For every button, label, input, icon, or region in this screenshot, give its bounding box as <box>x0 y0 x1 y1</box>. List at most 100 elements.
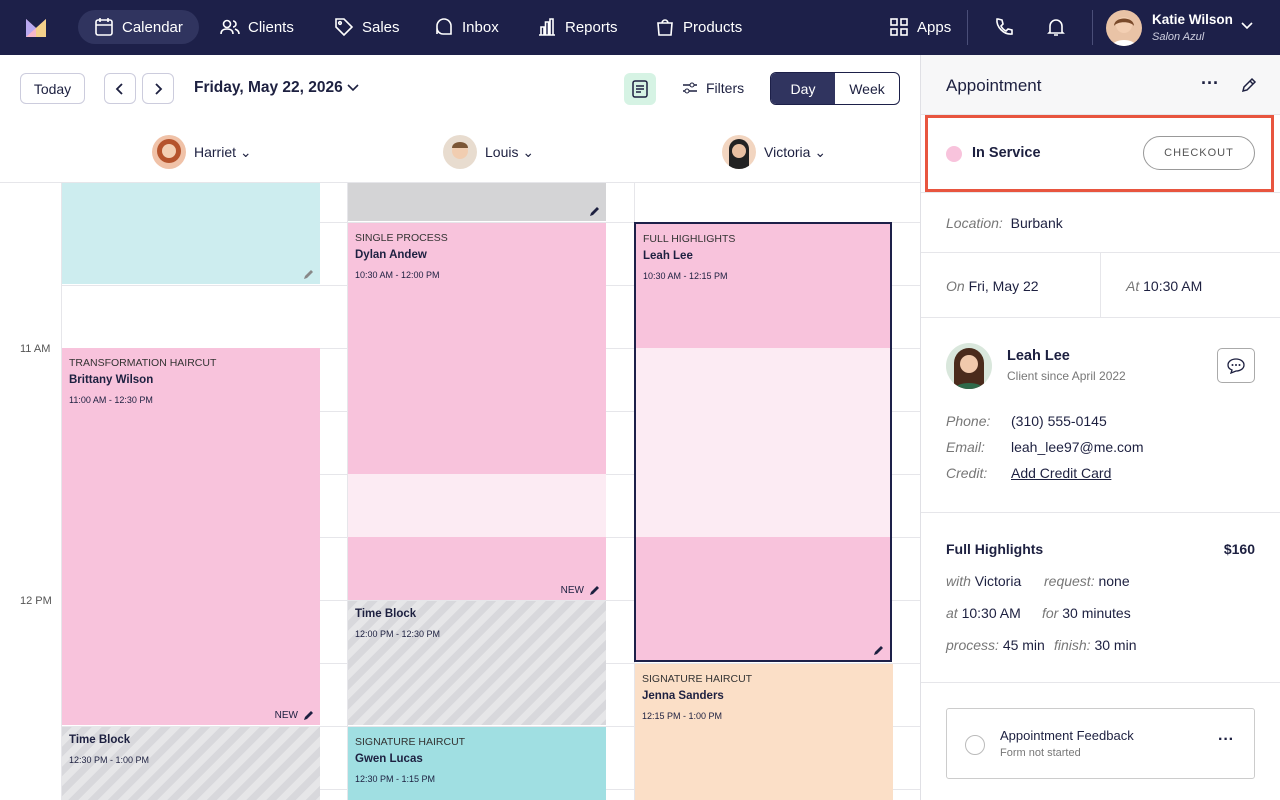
nav-label: Clients <box>248 18 294 36</box>
time: 12:00 PM - 12:30 PM <box>355 629 441 639</box>
service-price: $160 <box>1223 541 1255 557</box>
appointment-block[interactable] <box>62 183 320 284</box>
divider <box>1100 253 1101 317</box>
feedback-status: Form not started <box>1000 747 1081 759</box>
service: SIGNATURE HAIRCUT <box>642 673 753 685</box>
panel-header <box>921 55 1280 115</box>
more-button[interactable]: ··· <box>1201 73 1219 93</box>
nav-label: Products <box>683 18 743 36</box>
grid-line <box>61 726 920 727</box>
appointment[interactable]: SINGLE PROCESS Dylan Andew 10:30 AM - 12… <box>348 223 606 600</box>
nav-reports[interactable]: Reports <box>525 10 630 44</box>
message-button[interactable] <box>1217 348 1255 383</box>
today-button[interactable]: Today <box>20 73 85 104</box>
appointment-selected[interactable]: FULL HIGHLIGHTS Leah Lee 10:30 AM - 12:1… <box>634 222 892 662</box>
nav-products[interactable]: Products <box>643 10 754 44</box>
edit-button[interactable] <box>1241 77 1257 93</box>
phone: (310) 555-0145 <box>1011 413 1107 429</box>
time-label: 11 AM <box>20 343 51 355</box>
view-day[interactable]: Day <box>771 73 835 104</box>
staff-header[interactable]: Louis ⌄ <box>485 144 535 160</box>
nav-sales[interactable]: Sales <box>322 10 412 44</box>
notifications-button[interactable] <box>1034 10 1078 44</box>
nav-label: Sales <box>362 18 400 36</box>
nav-label: Reports <box>565 18 618 36</box>
nav-clients[interactable]: Clients <box>208 10 306 44</box>
next-button[interactable] <box>142 73 174 104</box>
nav-calendar[interactable]: Calendar <box>78 10 199 44</box>
time: 12:30 PM - 1:00 PM <box>69 755 150 765</box>
icon <box>436 18 452 35</box>
appointment[interactable]: SIGNATURE HAIRCUT Jenna Sanders 12:15 PM… <box>635 664 893 800</box>
filters-label: Filters <box>706 80 745 96</box>
filters-button[interactable]: Filters <box>682 80 744 96</box>
time-block[interactable]: Time Block 12:00 PM - 12:30 PM <box>348 601 606 725</box>
client: Time Block <box>69 734 131 746</box>
grid-line <box>61 222 920 223</box>
staff-header[interactable]: Harriet ⌄ <box>194 144 252 160</box>
staff-header[interactable]: Victoria ⌄ <box>764 144 827 160</box>
edit-icon <box>304 711 313 720</box>
prev-button[interactable] <box>104 73 136 104</box>
date-picker[interactable]: Friday, May 22, 2026 <box>194 79 359 97</box>
edit-icon <box>590 586 599 595</box>
time: 12:30 PM - 1:15 PM <box>355 774 436 784</box>
client: Time Block <box>355 608 417 620</box>
more-button[interactable]: ··· <box>1218 731 1234 748</box>
staff-name: Victoria <box>764 144 811 160</box>
view-toggle: Day Week <box>770 72 900 105</box>
time-block[interactable]: Time Block 12:30 PM - 1:00 PM <box>62 727 320 800</box>
feedback-title: Appointment Feedback <box>1000 728 1134 743</box>
icon <box>155 82 163 95</box>
add-credit-card-link[interactable]: Add Credit Card <box>1011 465 1112 481</box>
label: process: <box>946 637 999 653</box>
logo <box>26 19 46 37</box>
nav-label: Apps <box>917 18 952 36</box>
appointment-block[interactable] <box>348 183 606 221</box>
time: 10:30 AM <box>1143 278 1203 294</box>
label: At <box>1126 278 1140 294</box>
appointment[interactable]: SIGNATURE HAIRCUT Gwen Lucas 12:30 PM - … <box>348 727 606 800</box>
label: at <box>946 605 958 621</box>
top-nav: Calendar Clients Sales Inbox Reports Pro… <box>0 0 1280 55</box>
view-week[interactable]: Week <box>849 80 885 97</box>
nav-apps[interactable]: Apps <box>877 10 963 44</box>
nav-label: Calendar <box>122 18 183 36</box>
appointment-panel: Appointment ··· In Service CHECKOUT Loca… <box>921 55 1280 800</box>
time: 10:30 AM - 12:00 PM <box>355 270 440 280</box>
feedback-card[interactable]: Appointment Feedback Form not started ··… <box>946 708 1255 779</box>
notes-button[interactable] <box>624 73 656 105</box>
time: 12:15 PM - 1:00 PM <box>642 711 723 721</box>
grid-line <box>61 600 920 601</box>
time: 11:00 AM - 12:30 PM <box>69 395 153 405</box>
nav-inbox[interactable]: Inbox <box>422 10 511 44</box>
chevron[interactable] <box>1241 22 1253 30</box>
staff-avatar <box>152 135 186 169</box>
divider <box>921 252 1280 253</box>
avatar-image <box>452 142 468 159</box>
icon <box>632 80 648 98</box>
value: 10:30 AM <box>961 605 1021 621</box>
status-dot <box>946 146 962 162</box>
icon <box>335 18 354 37</box>
icon <box>95 18 113 36</box>
value: 45 min <box>1002 637 1045 653</box>
label: Phone: <box>946 413 991 429</box>
grid-line <box>0 182 920 183</box>
label: request: <box>1044 573 1095 589</box>
service: FULL HIGHLIGHTS <box>643 233 736 245</box>
icon <box>996 18 1013 35</box>
user-avatar[interactable] <box>1106 10 1142 46</box>
chevron <box>347 84 359 92</box>
column-line <box>61 182 62 800</box>
phone-button[interactable] <box>982 10 1026 44</box>
icon <box>890 18 908 36</box>
divider <box>921 192 1280 193</box>
time-label: 12 PM <box>20 595 52 607</box>
status: In Service <box>972 145 1041 161</box>
label: Location: <box>946 215 1003 231</box>
appointment[interactable]: TRANSFORMATION HAIRCUT Brittany Wilson 1… <box>62 348 320 725</box>
checkout-button[interactable]: CHECKOUT <box>1143 136 1255 170</box>
client: Dylan Andew <box>355 249 427 261</box>
service-name: Full Highlights <box>946 541 1044 557</box>
